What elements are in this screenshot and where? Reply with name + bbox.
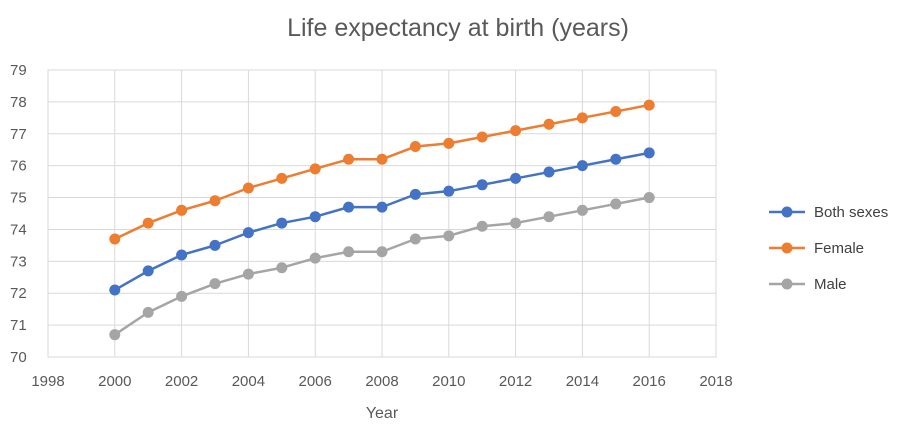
y-tick-label: 78 xyxy=(10,94,27,111)
x-tick-label: 2012 xyxy=(499,373,532,390)
data-point-male xyxy=(276,262,288,274)
y-tick-label: 74 xyxy=(10,221,27,238)
data-point-male xyxy=(109,329,121,341)
data-point-female xyxy=(476,131,488,143)
y-tick-label: 76 xyxy=(10,158,27,175)
data-point-female xyxy=(276,172,288,184)
legend-item-both-sexes: Both sexes xyxy=(769,204,888,221)
data-point-male xyxy=(576,204,588,216)
legend-item-male: Male xyxy=(769,276,847,293)
data-point-both-sexes xyxy=(443,185,455,197)
x-tick-label: 2000 xyxy=(98,373,131,390)
y-tick-label: 72 xyxy=(10,285,27,302)
legend-item-female: Female xyxy=(769,240,864,257)
data-point-male xyxy=(476,220,488,232)
data-point-female xyxy=(643,99,655,111)
data-point-both-sexes xyxy=(343,201,355,213)
legend-label: Male xyxy=(814,276,847,293)
legend-marker xyxy=(781,242,793,254)
data-point-both-sexes xyxy=(643,147,655,159)
legend-label: Female xyxy=(814,240,864,257)
plot-area xyxy=(47,69,717,358)
data-point-both-sexes xyxy=(510,172,522,184)
data-point-both-sexes xyxy=(209,239,221,251)
data-point-female xyxy=(109,233,121,245)
x-tick-label: 2006 xyxy=(299,373,332,390)
data-point-male xyxy=(242,268,254,280)
data-point-female xyxy=(176,204,188,216)
data-point-both-sexes xyxy=(142,265,154,277)
y-tick-label: 79 xyxy=(10,62,27,79)
data-point-male xyxy=(209,278,221,290)
series-group xyxy=(109,99,655,341)
data-point-both-sexes xyxy=(409,188,421,200)
data-point-female xyxy=(576,112,588,124)
legend-label: Both sexes xyxy=(814,204,888,221)
x-axis-label: Year xyxy=(366,405,399,422)
data-point-male xyxy=(643,192,655,204)
data-point-both-sexes xyxy=(109,284,121,296)
data-point-female xyxy=(443,137,455,149)
series-female xyxy=(109,99,655,245)
data-point-both-sexes xyxy=(176,249,188,261)
data-point-female xyxy=(242,182,254,194)
chart-title: Life expectancy at birth (years) xyxy=(287,14,629,42)
series-both-sexes xyxy=(109,147,655,296)
y-axis-ticks: 70 71 72 73 74 75 76 77 78 79 xyxy=(10,62,27,366)
data-point-female xyxy=(376,153,388,165)
y-tick-label: 71 xyxy=(10,317,27,334)
data-point-female xyxy=(610,105,622,117)
data-point-male xyxy=(510,217,522,229)
data-point-both-sexes xyxy=(242,227,254,239)
x-tick-label: 2016 xyxy=(633,373,666,390)
data-point-female xyxy=(409,141,421,153)
data-point-both-sexes xyxy=(276,217,288,229)
data-point-both-sexes xyxy=(476,179,488,191)
y-tick-label: 75 xyxy=(10,190,27,207)
x-tick-label: 2018 xyxy=(699,373,732,390)
data-point-male xyxy=(176,290,188,302)
y-tick-label: 73 xyxy=(10,253,27,270)
data-point-male xyxy=(610,198,622,210)
legend: Both sexes Female Male xyxy=(769,204,888,293)
data-point-male xyxy=(376,246,388,258)
legend-marker xyxy=(781,206,793,218)
data-point-male xyxy=(409,233,421,245)
data-point-male xyxy=(543,211,555,223)
data-point-female xyxy=(309,163,321,175)
data-point-female xyxy=(510,125,522,137)
data-point-both-sexes xyxy=(576,160,588,172)
x-tick-label: 2010 xyxy=(432,373,465,390)
y-tick-label: 77 xyxy=(10,126,27,143)
x-tick-label: 2014 xyxy=(566,373,599,390)
legend-marker xyxy=(781,278,793,290)
data-point-male xyxy=(343,246,355,258)
data-point-male xyxy=(309,252,321,264)
y-tick-label: 70 xyxy=(10,349,27,366)
x-tick-label: 2004 xyxy=(232,373,265,390)
x-axis-ticks: 1998 2000 2002 2004 2006 2008 2010 2012 2014 2016… xyxy=(31,373,732,390)
data-point-both-sexes xyxy=(543,166,555,178)
data-point-male xyxy=(443,230,455,242)
series-male xyxy=(109,192,655,341)
x-tick-label: 2002 xyxy=(165,373,198,390)
data-point-female xyxy=(209,195,221,207)
data-point-both-sexes xyxy=(309,211,321,223)
data-point-female xyxy=(343,153,355,165)
data-point-both-sexes xyxy=(610,153,622,165)
data-point-both-sexes xyxy=(376,201,388,213)
data-point-female xyxy=(543,118,555,130)
data-point-male xyxy=(142,306,154,318)
x-tick-label: 1998 xyxy=(31,373,64,390)
data-point-female xyxy=(142,217,154,229)
x-tick-label: 2008 xyxy=(365,373,398,390)
